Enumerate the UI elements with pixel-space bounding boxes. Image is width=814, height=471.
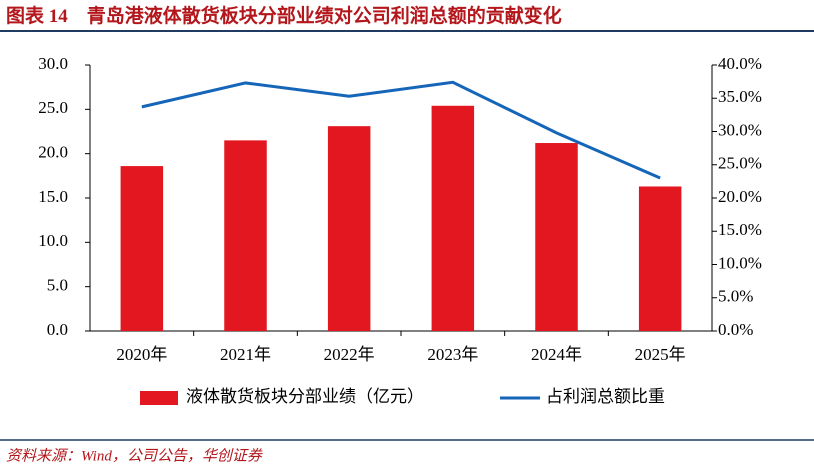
y-tick-label: 10.0 <box>38 231 68 250</box>
y-tick-label: 30.0 <box>38 54 68 73</box>
legend-swatch <box>140 391 178 405</box>
bar <box>224 140 267 331</box>
y2-tick-label: 0.0% <box>718 320 753 339</box>
legend-label: 液体散货板块分部业绩（亿元） <box>186 387 424 406</box>
line <box>141 80 661 180</box>
x-tick-label: 2023年 <box>427 345 478 364</box>
y2-tick-label: 35.0% <box>718 87 762 106</box>
y2-tick-label: 30.0% <box>718 120 762 139</box>
bar <box>120 166 164 331</box>
y2-tick-label: 5.0% <box>718 287 753 306</box>
y2-tick-label: 25.0% <box>718 154 762 173</box>
source: 资料来源：Wind，公司公告，华创证券 <box>6 447 263 464</box>
x-tick-label: 2021年 <box>220 345 271 364</box>
bar <box>535 143 578 331</box>
legend-label: 占利润总额比重 <box>546 387 665 406</box>
bar <box>638 186 682 331</box>
y2-tick-label: 20.0% <box>718 187 762 206</box>
y-tick-label: 25.0 <box>38 98 68 117</box>
x-tick-label: 2025年 <box>635 345 686 364</box>
y2-tick-label: 15.0% <box>718 220 762 239</box>
y-tick-label: 5.0 <box>47 276 68 295</box>
y-tick-label: 15.0 <box>38 187 68 206</box>
x-tick-label: 2022年 <box>324 345 375 364</box>
y-tick-label: 20.0 <box>38 143 68 162</box>
x-tick-label: 2020年 <box>116 345 167 364</box>
bar <box>327 126 371 332</box>
y2-tick-label: 40.0% <box>718 54 762 73</box>
y2-tick-label: 10.0% <box>718 253 762 272</box>
bar <box>431 105 475 331</box>
chart-title: 图表 14 青岛港液体散货板块分部业绩对公司利润总额的贡献变化 <box>6 4 562 27</box>
x-tick-label: 2024年 <box>531 345 582 364</box>
y-tick-label: 0.0 <box>47 320 68 339</box>
